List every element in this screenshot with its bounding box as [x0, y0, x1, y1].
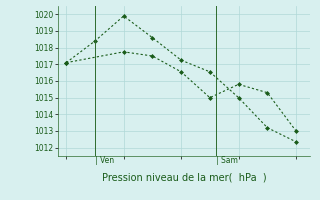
Text: | Ven: | Ven: [95, 156, 114, 165]
Text: | Sam: | Sam: [216, 156, 237, 165]
X-axis label: Pression niveau de la mer(  hPa  ): Pression niveau de la mer( hPa ): [102, 173, 266, 183]
